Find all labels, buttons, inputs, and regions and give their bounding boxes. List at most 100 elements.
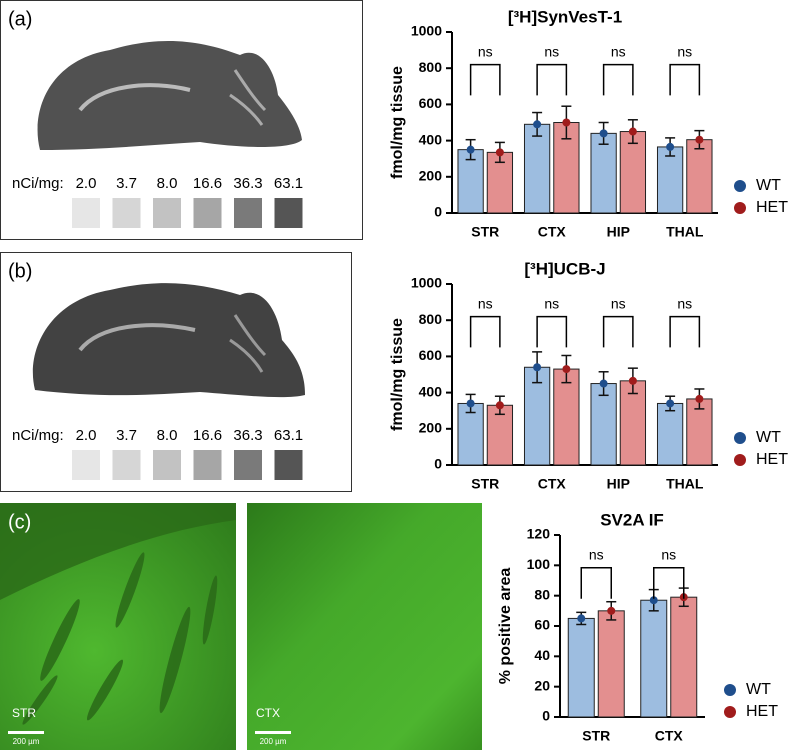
- significance-bracket: [653, 567, 685, 599]
- significance-bracket: [602, 63, 634, 96]
- standard-value: 36.3: [233, 427, 262, 444]
- significance-label: ns: [544, 43, 559, 59]
- standard-value: 8.0: [157, 427, 178, 444]
- panel-label: (a): [8, 8, 32, 30]
- x-tick-label: HIP: [607, 224, 630, 240]
- mean-dot: [695, 135, 704, 144]
- standard-square: [112, 450, 141, 480]
- mean-dot: [562, 365, 571, 374]
- significance-label: ns: [611, 43, 626, 59]
- bar: [619, 131, 647, 214]
- significance-label: ns: [611, 295, 626, 311]
- significance-bracket: [602, 315, 634, 348]
- scale-bar: [8, 731, 44, 734]
- standard-square: [234, 198, 262, 228]
- mean-dot: [533, 120, 542, 129]
- significance-label: ns: [589, 546, 604, 562]
- significance-label: ns: [478, 295, 493, 311]
- brain-detail: [229, 69, 267, 126]
- standard-square: [234, 450, 262, 480]
- y-tick-label: 100: [527, 556, 551, 572]
- mean-dot: [466, 145, 475, 154]
- brain-section: [37, 40, 303, 151]
- x-tick-label: THAL: [666, 224, 704, 240]
- legend-marker: [724, 684, 736, 696]
- standards-label: nCi/mg:: [12, 427, 64, 444]
- y-tick-label: 0: [542, 708, 550, 724]
- y-tick-label: 1000: [411, 23, 442, 39]
- significance-bracket: [536, 315, 568, 348]
- standard-value: 3.7: [116, 427, 137, 444]
- chart-title: [³H]UCB-J: [524, 259, 605, 278]
- legend-marker: [734, 432, 746, 444]
- legend-label: HET: [746, 703, 778, 720]
- y-tick-label: 400: [419, 383, 443, 399]
- mean-dot: [599, 379, 608, 388]
- bar: [590, 132, 617, 214]
- standards-label: nCi/mg:: [12, 175, 64, 192]
- standard-square: [112, 198, 141, 228]
- standard-value: 2.0: [76, 175, 97, 192]
- y-tick-label: 400: [419, 131, 443, 147]
- standard-value: 16.6: [193, 175, 222, 192]
- y-tick-label: 0: [434, 456, 442, 472]
- mean-dot: [466, 399, 475, 408]
- significance-label: ns: [661, 546, 676, 562]
- scale-bar: [255, 731, 291, 734]
- mean-dot: [577, 614, 586, 623]
- significance-bracket: [580, 567, 612, 599]
- x-tick-label: STR: [582, 728, 610, 744]
- y-tick-label: 0: [434, 204, 442, 220]
- legend-label: WT: [756, 177, 781, 194]
- standard-square: [193, 198, 222, 228]
- y-tick-label: 1000: [411, 275, 442, 291]
- bar: [656, 402, 684, 466]
- mean-dot: [628, 127, 637, 136]
- significance-label: ns: [478, 43, 493, 59]
- x-tick-label: CTX: [538, 476, 567, 492]
- significance-bracket: [536, 63, 568, 96]
- bar: [523, 123, 551, 214]
- micrograph-label: CTX: [256, 706, 280, 720]
- micrograph: [247, 503, 482, 750]
- micrograph-detail: [0, 503, 236, 600]
- brain-detail: [229, 314, 267, 373]
- standard-value: 36.3: [233, 175, 262, 192]
- standard-square: [274, 450, 303, 480]
- x-tick-label: THAL: [666, 476, 704, 492]
- y-tick-label: 800: [419, 311, 443, 327]
- brain-section: [32, 283, 305, 398]
- standard-square: [274, 198, 303, 228]
- standard-value: 63.1: [274, 427, 303, 444]
- standard-square: [153, 198, 181, 228]
- y-axis-label: % positive area: [497, 568, 514, 685]
- mean-dot: [628, 376, 637, 385]
- mean-dot: [533, 363, 542, 372]
- standard-value: 2.0: [76, 427, 97, 444]
- standard-value: 3.7: [116, 175, 137, 192]
- x-tick-label: CTX: [538, 224, 567, 240]
- legend-label: WT: [756, 429, 781, 446]
- standard-square: [72, 198, 100, 228]
- brain-detail: [78, 83, 191, 112]
- mean-dot: [495, 148, 504, 157]
- scale-bar-label: 200 µm: [260, 737, 287, 746]
- bar: [553, 368, 580, 466]
- bar: [597, 610, 625, 718]
- y-tick-label: 600: [419, 95, 443, 111]
- legend-marker: [734, 202, 746, 214]
- micrograph-detail: [22, 552, 218, 725]
- legend-marker: [734, 454, 746, 466]
- y-tick-label: 800: [419, 59, 443, 75]
- chart-title: SV2A IF: [600, 510, 664, 529]
- legend-marker: [724, 706, 736, 718]
- mean-dot: [599, 129, 608, 138]
- mean-dot: [495, 401, 504, 410]
- panel-label: (c): [8, 511, 31, 533]
- mean-dot: [562, 118, 571, 127]
- standard-value: 63.1: [274, 175, 303, 192]
- x-tick-label: CTX: [655, 728, 684, 744]
- mean-dot: [607, 606, 616, 615]
- x-tick-label: STR: [471, 224, 499, 240]
